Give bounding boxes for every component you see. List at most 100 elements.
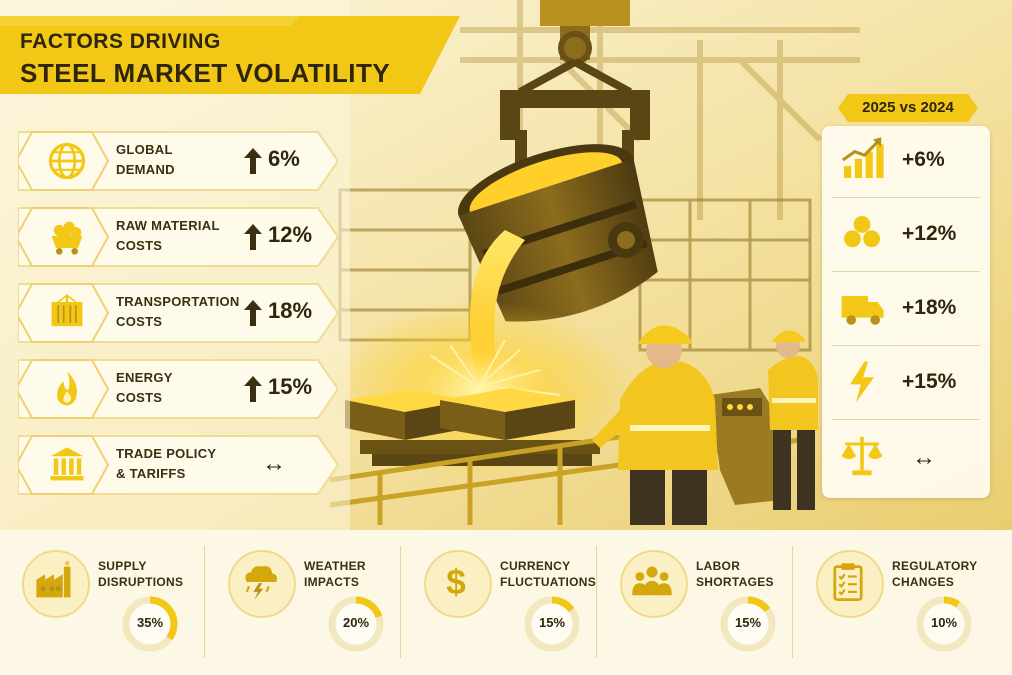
- comparison-value: +6%: [902, 148, 945, 171]
- factor-row: TRANSPORTATION COSTS 18%: [18, 278, 338, 348]
- card-label: WEATHER IMPACTS: [304, 559, 366, 589]
- factor-icon-holder: [26, 208, 108, 266]
- card-icon-circle: [620, 550, 688, 618]
- comparison-row: +6%: [822, 126, 990, 198]
- factor-label: RAW MATERIAL COSTS: [116, 218, 220, 253]
- comparison-panel: +6% +12% +18% +15% ↔: [822, 126, 990, 498]
- comparison-badge-text: 2025 vs 2024: [862, 99, 954, 116]
- donut-fill: [524, 596, 580, 652]
- factory-icon: [36, 561, 71, 598]
- comparison-icon-holder: [838, 210, 894, 262]
- card-divider: [596, 546, 597, 658]
- card-divider: [204, 546, 205, 658]
- secondary-factor-card: REGULATORY CHANGES 10%: [794, 530, 990, 675]
- factor-icon-holder: [26, 360, 108, 418]
- comparison-row: +18%: [822, 274, 990, 346]
- row-divider: [832, 345, 980, 346]
- comparison-icon-holder: [838, 136, 894, 188]
- donut-fill: [916, 596, 972, 652]
- trend-up-arrow-icon: [244, 376, 262, 402]
- comparison-value: +18%: [902, 296, 957, 319]
- title-banner: [0, 16, 460, 94]
- svg-text:$: $: [446, 563, 466, 602]
- comparison-row: +15%: [822, 348, 990, 420]
- card-divider: [792, 546, 793, 658]
- storm-cloud-icon: [245, 566, 278, 600]
- factor-value: 6%: [268, 146, 300, 171]
- container-icon: [51, 294, 83, 327]
- factor-value: 18%: [268, 298, 313, 323]
- factor-label: GLOBAL DEMAND: [116, 142, 175, 177]
- card-label: SUPPLY DISRUPTIONS: [98, 559, 184, 589]
- comparison-icon-holder: [838, 284, 894, 336]
- clipboard-icon: [833, 563, 863, 601]
- comparison-value: +12%: [902, 222, 957, 245]
- card-percent: 35%: [136, 615, 164, 630]
- factor-row: ENERGY COSTS 15%: [18, 354, 338, 424]
- card-percent: 10%: [930, 615, 958, 630]
- card-percent: 15%: [538, 615, 566, 630]
- lightning-icon: [850, 361, 874, 403]
- comparison-row: ↔: [822, 422, 990, 494]
- comparison-row: +12%: [822, 200, 990, 272]
- ore-pile-icon: [844, 216, 880, 248]
- factor-icon-holder: [26, 436, 108, 494]
- card-label: CURRENCY FLUCTUATIONS: [500, 559, 597, 589]
- title-line-2: STEEL MARKET VOLATILITY: [20, 58, 391, 88]
- factor-row: GLOBAL DEMAND 6%: [18, 126, 338, 196]
- factor-icon-holder: [26, 284, 108, 342]
- card-percent: 20%: [342, 615, 370, 630]
- factor-row: TRADE POLICY & TARIFFS ↔: [18, 430, 338, 500]
- bank-icon: [50, 447, 84, 481]
- percent-donut: [720, 596, 776, 652]
- secondary-factor-card: WEATHER IMPACTS 20%: [206, 530, 402, 675]
- factor-row: RAW MATERIAL COSTS 12%: [18, 202, 338, 272]
- donut-fill: [720, 596, 776, 652]
- dollar-icon: $: [446, 563, 466, 602]
- secondary-factor-card: LABOR SHORTAGES 15%: [598, 530, 794, 675]
- secondary-factor-card: $ CURRENCY FLUCTUATIONS 15%: [402, 530, 598, 675]
- factor-value: 15%: [268, 374, 313, 399]
- trend-up-arrow-icon: [244, 224, 262, 250]
- card-icon-circle: [816, 550, 884, 618]
- trend-up-arrow-icon: [244, 148, 262, 174]
- comparison-badge: [838, 94, 978, 122]
- percent-donut: [916, 596, 972, 652]
- factor-label: TRANSPORTATION COSTS: [116, 294, 240, 329]
- card-label: LABOR SHORTAGES: [696, 559, 774, 589]
- donut-fill: [328, 596, 384, 652]
- card-divider: [400, 546, 401, 658]
- card-icon-circle: $: [424, 550, 492, 618]
- truck-icon: [841, 296, 884, 325]
- percent-donut: [122, 596, 178, 652]
- scales-icon: [841, 436, 883, 476]
- card-icon-circle: [228, 550, 296, 618]
- factor-label: TRADE POLICY & TARIFFS: [116, 446, 217, 481]
- flame-icon: [57, 371, 77, 406]
- comparison-icon-holder: [838, 432, 894, 484]
- row-divider: [832, 197, 980, 198]
- donut-fill: [122, 596, 178, 652]
- percent-donut: [328, 596, 384, 652]
- factor-icon-holder: [26, 132, 108, 190]
- row-divider: [832, 271, 980, 272]
- people-icon: [632, 566, 672, 596]
- trend-up-arrow-icon: [244, 300, 262, 326]
- secondary-factors-strip: SUPPLY DISRUPTIONS 35% WEATHER IMPACTS 2…: [0, 530, 1012, 675]
- card-percent: 15%: [734, 615, 762, 630]
- title-line-1: FACTORS DRIVING: [20, 30, 221, 53]
- card-icon-circle: [22, 550, 90, 618]
- bar-chart-up-icon: [841, 137, 884, 178]
- factor-label: ENERGY COSTS: [116, 370, 173, 405]
- factor-value: 12%: [268, 222, 313, 247]
- comparison-value: +15%: [902, 370, 957, 393]
- ore-cart-icon: [51, 221, 83, 255]
- comparison-value: ↔: [912, 444, 936, 471]
- percent-donut: [524, 596, 580, 652]
- secondary-factor-card: SUPPLY DISRUPTIONS 35%: [0, 530, 196, 675]
- flat-arrow-icon: ↔: [262, 450, 286, 477]
- globe-icon: [48, 142, 86, 180]
- row-divider: [832, 419, 980, 420]
- card-label: REGULATORY CHANGES: [892, 559, 978, 589]
